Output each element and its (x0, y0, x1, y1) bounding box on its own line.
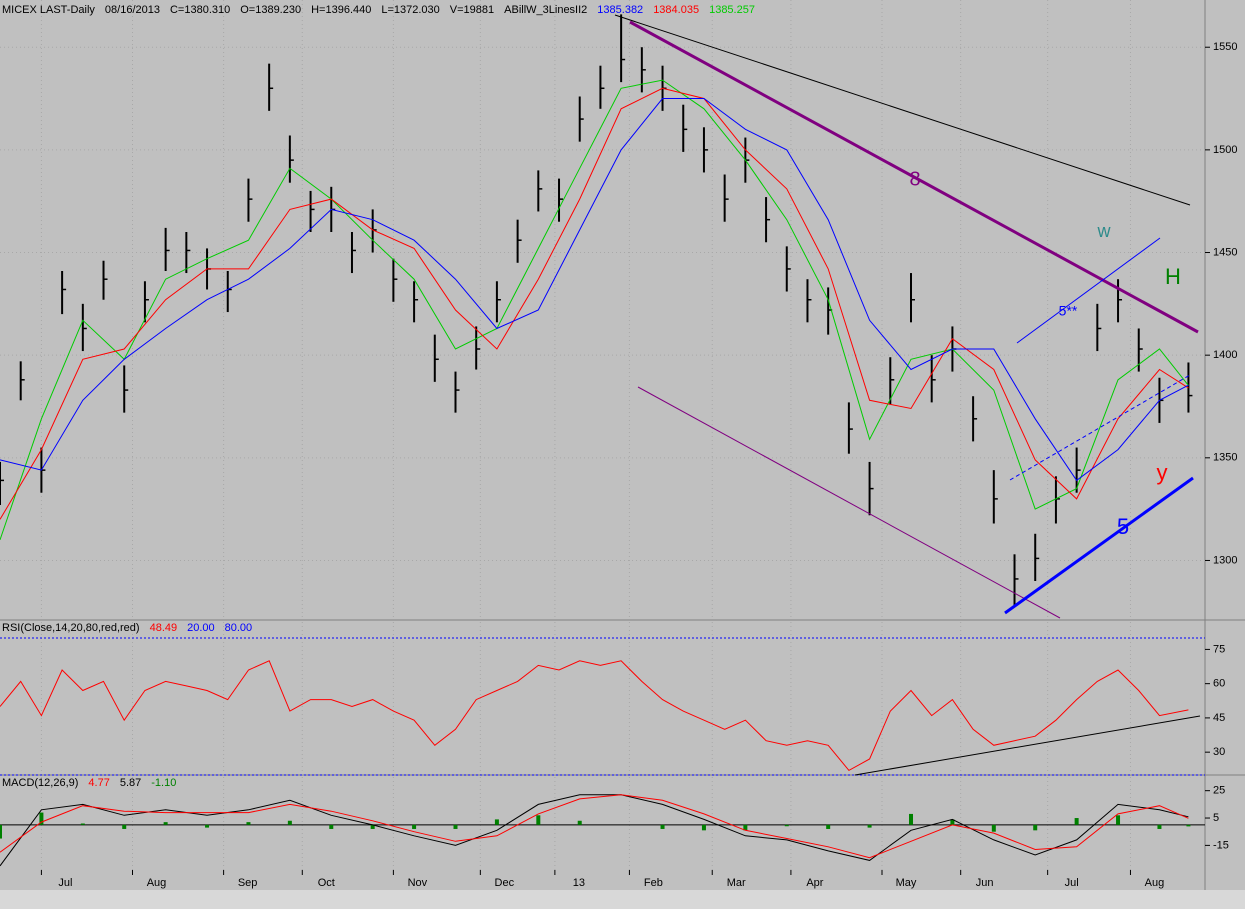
annotation: w (1097, 221, 1112, 241)
y-tick-label: 1400 (1213, 349, 1237, 361)
y-tick-label: 30 (1213, 746, 1225, 758)
trend-line (637, 386, 1061, 619)
header-text: 1385.382 (597, 4, 643, 16)
x-tick-label: Aug (1145, 877, 1165, 889)
histogram-bar (1074, 818, 1079, 825)
histogram-bar (991, 824, 996, 832)
scrollbar[interactable] (0, 890, 1245, 909)
histogram-bar (163, 822, 168, 825)
histogram-bar (1186, 824, 1191, 827)
histogram-bar (453, 824, 458, 829)
y-tick-label: 1500 (1213, 144, 1237, 156)
x-tick-label: Jun (976, 877, 994, 889)
x-tick-label: 13 (573, 877, 585, 889)
histogram-bar (950, 819, 955, 825)
histogram-bar (205, 824, 210, 828)
x-tick-label: Sep (238, 877, 258, 889)
moving-average (0, 87, 1189, 520)
header-text: 80.00 (225, 622, 253, 634)
marks (0, 0, 1205, 870)
header-text: 4.77 (88, 777, 109, 789)
histogram-bar (329, 824, 334, 829)
y-tick-label: 75 (1213, 643, 1225, 655)
x-tick-label: Mar (727, 877, 746, 889)
histogram-bar (908, 813, 913, 825)
header-text: 48.49 (150, 622, 178, 634)
trend-line (614, 14, 1191, 206)
y-tick-label: 25 (1213, 785, 1225, 797)
histogram-bar (867, 824, 872, 828)
histogram-bar (80, 823, 85, 825)
y-tick-label: 1300 (1213, 554, 1237, 566)
histogram-bar (412, 824, 417, 829)
histogram-bar (122, 824, 127, 829)
annotation: H (1165, 264, 1181, 289)
x-tick-label: Oct (318, 877, 335, 889)
header-text: 08/16/2013 (105, 4, 160, 16)
header-text: 5.87 (120, 777, 141, 789)
annotation: 5 (1117, 514, 1129, 539)
moving-average (0, 79, 1189, 541)
annotation: 8 (909, 168, 920, 190)
histogram-bar (577, 820, 582, 825)
header-text: 1384.035 (653, 4, 699, 16)
x-tick-label: Apr (806, 877, 823, 889)
histogram-bar (536, 815, 541, 825)
trend-line (854, 715, 1201, 776)
histogram-bar (826, 824, 831, 829)
x-tick-label: Aug (147, 877, 167, 889)
trend-lines (614, 14, 1201, 776)
header-text: ABillW_3LinesII2 (504, 4, 587, 16)
annotation: 5** (1059, 303, 1078, 319)
histogram-bar (784, 824, 789, 827)
x-tick-label: Nov (408, 877, 428, 889)
trend-line (629, 20, 1199, 334)
histogram-bar (0, 824, 2, 839)
trend-line (1004, 476, 1194, 615)
histogram-bar (1157, 824, 1162, 829)
x-tick-label: May (896, 877, 917, 889)
indicator-line (0, 660, 1189, 772)
trend-line (1016, 237, 1161, 344)
header-text: V=19881 (450, 4, 494, 16)
header-text: -1.10 (151, 777, 176, 789)
histogram-bar (246, 822, 251, 825)
histogram-bar (701, 824, 706, 831)
header-text: 20.00 (187, 622, 215, 634)
header-text: MICEX LAST-Daily (2, 4, 95, 16)
histogram-bar (494, 819, 499, 825)
header-text: RSI(Close,14,20,80,red,red) (2, 622, 140, 634)
header-text: 1385.257 (709, 4, 755, 16)
y-tick-label: 60 (1213, 678, 1225, 690)
header-text: L=1372.030 (381, 4, 439, 16)
x-tick-label: Dec (495, 877, 515, 889)
y-tick-label: 1550 (1213, 41, 1237, 53)
y-tick-label: 1350 (1213, 452, 1237, 464)
histogram-bar (1116, 815, 1121, 825)
x-tick-label: Jul (58, 877, 72, 889)
y-tick-label: 1450 (1213, 246, 1237, 258)
x-tick-label: Feb (644, 877, 663, 889)
histogram-bar (287, 820, 292, 825)
histogram-bar (660, 824, 665, 829)
indicator-line (0, 794, 1189, 867)
histogram-bar (39, 812, 44, 825)
y-tick-label: 5 (1213, 812, 1219, 824)
histogram-bar (1033, 824, 1038, 831)
header-text: H=1396.440 (311, 4, 371, 16)
header-text: O=1389.230 (240, 4, 301, 16)
y-tick-label: -15 (1213, 839, 1229, 851)
indicator-line (0, 794, 1189, 859)
histogram-bar (743, 824, 748, 831)
header-text: MACD(12,26,9) (2, 777, 78, 789)
y-tick-label: 45 (1213, 712, 1225, 724)
moving-average (0, 98, 1189, 482)
histogram-bar (370, 824, 375, 829)
annotation: y (1157, 460, 1168, 485)
header-text: C=1380.310 (170, 4, 230, 16)
x-tick-label: Jul (1065, 877, 1079, 889)
